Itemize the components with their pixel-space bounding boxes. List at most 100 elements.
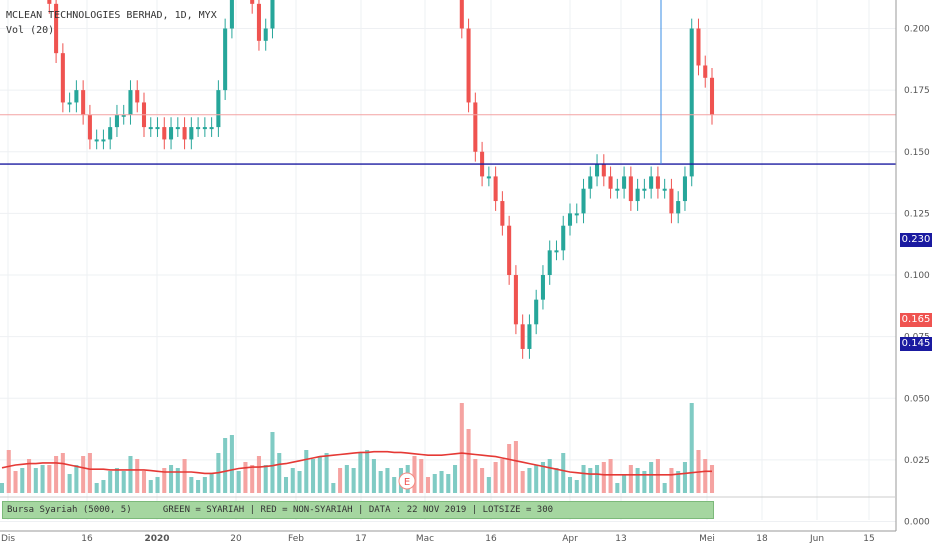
volume-bar [561, 453, 566, 493]
candle-up [270, 0, 275, 29]
candle-up [128, 90, 133, 115]
volume-bar [669, 468, 674, 493]
volume-bar [121, 471, 126, 493]
volume-bar [595, 465, 600, 493]
volume-bar [601, 462, 606, 493]
candle-up [209, 127, 214, 130]
y-tick-label: 0.025 [904, 456, 930, 466]
volume-bar [338, 468, 343, 493]
y-tick-label: 0.150 [904, 148, 930, 158]
volume-bar [581, 465, 586, 493]
volume-bar [446, 474, 451, 493]
candle-up [567, 213, 573, 226]
volume-bar [500, 459, 505, 493]
volume-bar [13, 471, 18, 493]
volume-legend: Vol (20) [6, 25, 55, 36]
volume-bar [229, 435, 234, 493]
volume-bar [628, 465, 633, 493]
candle-down [182, 127, 187, 140]
volume-bar [459, 403, 464, 493]
volume-bar [574, 480, 579, 493]
candle-down [703, 65, 708, 78]
volume-bar [297, 471, 302, 493]
volume-bar [256, 456, 261, 493]
volume-bar [209, 474, 214, 493]
candle-up [67, 102, 72, 105]
volume-bar [466, 429, 471, 493]
y-tick-label: 0.125 [904, 209, 930, 219]
volume-bar [432, 474, 437, 493]
volume-bar [709, 465, 715, 493]
volume-bar [358, 453, 363, 493]
y-tick-label: 0.000 [904, 518, 930, 528]
volume-bar [290, 468, 295, 493]
candle-up [622, 176, 627, 189]
y-tick-label: 0.100 [904, 271, 930, 281]
candle-up [108, 127, 113, 140]
candle-down [256, 3, 261, 41]
volume-bar [453, 465, 458, 493]
candle-up [649, 176, 654, 189]
candle-down [513, 275, 518, 325]
x-tick-label: 20 [230, 534, 242, 544]
event-marker-icon [398, 472, 416, 490]
volume-ma-line [1, 450, 712, 476]
volume-bar [81, 456, 86, 493]
candle-up [74, 90, 79, 103]
volume-bar [317, 456, 322, 493]
chart-title: MCLEAN TECHNOLOGIES BERHAD, 1D, MYX [6, 10, 217, 21]
candle-up [642, 188, 647, 191]
volume-bar [67, 474, 72, 493]
volume-bar [662, 483, 667, 493]
volume-bar [419, 459, 424, 493]
indicator-info: GREEN = SYARIAH | RED = NON-SYARIAH | DA… [162, 505, 554, 515]
volume-bar [588, 468, 593, 493]
level-lines: E [0, 0, 896, 490]
volume-bar [189, 477, 194, 493]
x-tick-label: Dis [1, 534, 15, 544]
volume-bar [277, 453, 282, 493]
candle-up [486, 176, 491, 179]
candle-down [54, 3, 59, 54]
volume-bar [202, 477, 207, 493]
volume-bar [649, 462, 654, 493]
volume-bar [33, 468, 38, 493]
candle-down [466, 28, 471, 103]
candle-up [574, 213, 579, 216]
candle-down [601, 164, 606, 177]
volume-bar [74, 465, 79, 493]
volume-bar [547, 459, 552, 493]
candle-up [114, 114, 119, 128]
volume-bar [141, 471, 147, 493]
candle-up [689, 28, 694, 177]
volume-bar [513, 441, 518, 493]
volume-bar [250, 465, 255, 493]
volume-bar [162, 468, 167, 493]
volume-bar [365, 450, 370, 493]
axes: 0.0000.0250.0500.0750.1000.1250.1500.175… [0, 0, 930, 544]
volume-bar [27, 459, 32, 493]
volume-bar [169, 465, 174, 493]
volume-bar [439, 471, 444, 493]
volume-bar [6, 450, 11, 493]
volume-bar [304, 450, 309, 493]
volume-bar [689, 403, 694, 493]
volume-bar [534, 465, 539, 493]
volume-bar [54, 456, 59, 493]
candle-down [709, 77, 715, 115]
volume-bar [155, 477, 160, 493]
candle-down [696, 28, 701, 66]
x-tick-label: 18 [756, 534, 768, 544]
volume-bar [567, 477, 573, 493]
candle-up [263, 28, 268, 41]
candle-up [581, 188, 586, 214]
volume-bar [392, 477, 397, 493]
volume-bar [493, 462, 498, 493]
candle-up [595, 164, 600, 177]
volume-bar [94, 483, 99, 493]
volume-bar [473, 459, 478, 493]
candle-down [81, 90, 86, 115]
candle-up [155, 127, 160, 130]
candle-up [94, 139, 99, 142]
